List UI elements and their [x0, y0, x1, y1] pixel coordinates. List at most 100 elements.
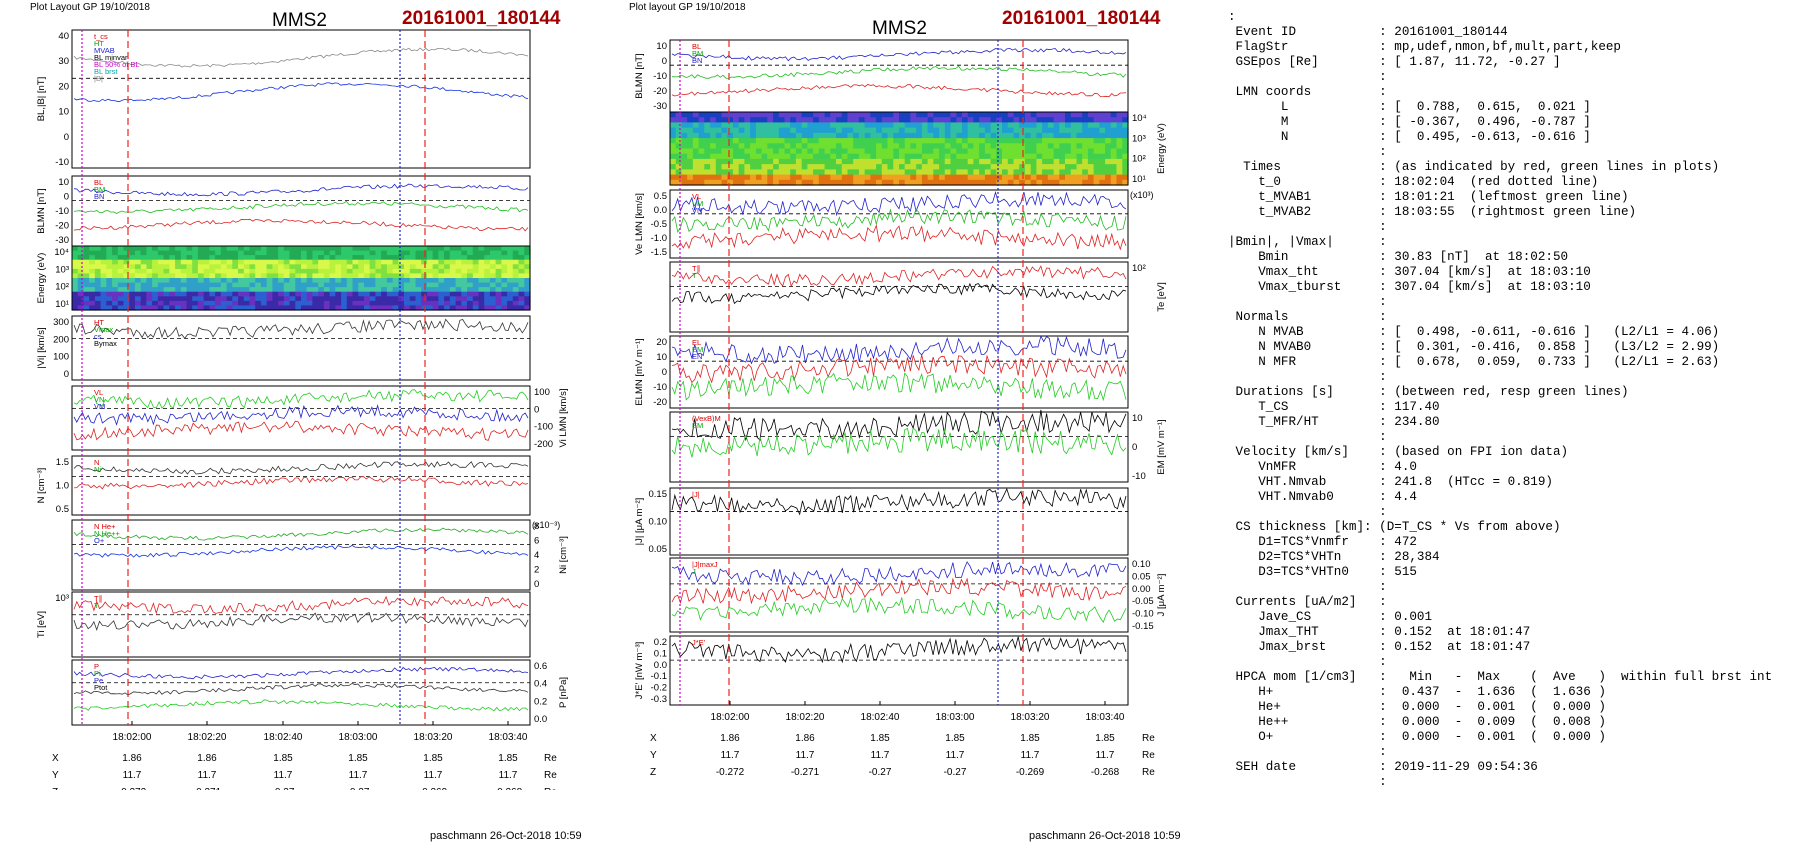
- spectrogram-cell: [1013, 164, 1020, 170]
- spectrogram-cell: [135, 287, 142, 293]
- spectrogram-cell: [501, 296, 508, 302]
- spectrogram-cell: [847, 117, 854, 123]
- spectrogram-cell: [152, 300, 159, 307]
- spectrogram-cell: [738, 127, 745, 134]
- spectrogram-cell: [375, 296, 382, 302]
- info-line: O+ : 0.000 - 0.001 ( 0.000 ): [1228, 730, 1606, 744]
- spectrogram-cell: [180, 264, 188, 270]
- spectrogram-cell: [767, 169, 774, 176]
- spectrogram-cell: [962, 148, 969, 155]
- spectrogram-cell: [973, 138, 980, 144]
- spectrogram-cell: [773, 122, 780, 129]
- spectrogram-cell: [887, 174, 894, 181]
- spectrogram-cell: [192, 259, 199, 265]
- spectrogram-cell: [778, 179, 786, 186]
- spectrogram-cell: [129, 300, 136, 307]
- spectrogram-cell: [698, 112, 705, 118]
- spectrogram-cell: [381, 250, 388, 256]
- spectrogram-cell: [163, 259, 170, 265]
- coord-value: 1.85: [498, 753, 518, 764]
- spectrogram-cell: [243, 300, 251, 307]
- spectrogram-cell: [163, 246, 170, 252]
- spectrogram-cell: [449, 278, 457, 284]
- spectrogram-cell: [215, 259, 222, 265]
- spectrogram-cell: [990, 117, 997, 123]
- spectrogram-cell: [352, 278, 359, 284]
- spectrogram-cell: [939, 169, 946, 176]
- spectrogram-cell: [426, 305, 434, 311]
- spectrogram-cell: [524, 246, 531, 252]
- spectrogram-cell: [364, 250, 371, 256]
- spectrogram-cell: [1082, 112, 1089, 118]
- spectrogram-cell: [1030, 148, 1037, 155]
- spectrogram-cell: [404, 300, 411, 307]
- spectrogram-cell: [209, 255, 216, 261]
- spectrogram-cell: [967, 158, 974, 165]
- info-line: Vmax_tht : 307.04 [km/s] at 18:03:10: [1228, 265, 1591, 279]
- spectrogram-cell: [386, 291, 394, 297]
- spectrogram-cell: [438, 273, 445, 279]
- spectrogram-cell: [501, 259, 508, 265]
- spectrogram-cell: [1082, 138, 1089, 144]
- spectrogram-cell: [710, 117, 717, 123]
- spectrogram-cell: [956, 179, 963, 186]
- spectrogram-cell: [83, 278, 90, 284]
- coord-value: 1.86: [720, 733, 740, 744]
- spectrogram-cell: [312, 296, 319, 302]
- spectrogram-cell: [1082, 117, 1089, 123]
- spectrogram-cell: [501, 250, 508, 256]
- spectrogram-cell: [870, 169, 877, 176]
- spectrogram-cell: [444, 273, 451, 279]
- panel-8-legend-entry: |J|maxJ: [692, 560, 718, 569]
- panel-1-frame: [669, 39, 1129, 113]
- spectrogram-cell: [1082, 158, 1089, 165]
- spectrogram-cell: [853, 143, 860, 150]
- spectrogram-cell: [675, 143, 682, 150]
- spectrogram-cell: [750, 169, 757, 176]
- info-line: D1=TCS*Vnmfr : 472: [1228, 535, 1417, 549]
- panel-5-tick-label: -10: [653, 382, 667, 393]
- panel-4-legend-entry: Bymax: [94, 339, 117, 348]
- spectrogram-cell: [392, 255, 399, 261]
- spectrogram-cell: [352, 273, 359, 279]
- spectrogram-cell: [1059, 153, 1066, 160]
- spectrogram-cell: [1076, 148, 1083, 155]
- spectrogram-cell: [899, 138, 906, 144]
- coord-value: 11.7: [1021, 750, 1040, 761]
- panel-1-legend-entry: MVAB: [94, 46, 115, 55]
- spectrogram-cell: [352, 282, 359, 288]
- coord-value: 11.7: [946, 750, 965, 761]
- spectrogram-cell: [524, 305, 531, 311]
- spectrogram-cell: [1059, 132, 1066, 139]
- spectrogram-cell: [984, 138, 992, 144]
- spectrogram-cell: [278, 305, 285, 311]
- spectrogram-cell: [1070, 112, 1078, 118]
- spectrogram-cell: [524, 268, 531, 275]
- spectrogram-cell: [203, 278, 210, 284]
- spectrogram-cell: [1070, 148, 1078, 155]
- coord-value: -0.271: [193, 787, 222, 790]
- spectrogram-cell: [950, 138, 957, 144]
- spectrogram-cell: [1053, 179, 1060, 186]
- spectrogram-cell: [146, 296, 153, 302]
- spectrogram-cell: [152, 305, 159, 311]
- spectrogram-cell: [870, 158, 877, 165]
- spectrogram-cell: [1110, 148, 1118, 155]
- spectrogram-cell: [990, 148, 997, 155]
- spectrogram-cell: [881, 143, 889, 150]
- panel-5-tick-label: -100: [534, 422, 553, 433]
- spectrogram-cell: [801, 143, 808, 150]
- spectrogram-cell: [272, 264, 279, 270]
- spectrogram-cell: [1042, 169, 1049, 176]
- spectrogram-cell: [698, 164, 705, 170]
- spectrogram-cell: [1093, 164, 1100, 170]
- spectrogram-cell: [169, 305, 176, 311]
- spectrogram-cell: [750, 117, 757, 123]
- spectrogram-cell: [421, 264, 428, 270]
- spectrogram-cell: [1002, 122, 1009, 129]
- spectrogram-cell: [973, 174, 980, 181]
- spectrogram-cell: [1076, 174, 1083, 181]
- spectrogram-cell: [996, 127, 1003, 134]
- panel-5-trace-2: [73, 420, 529, 441]
- spectrogram-cell: [1099, 143, 1106, 150]
